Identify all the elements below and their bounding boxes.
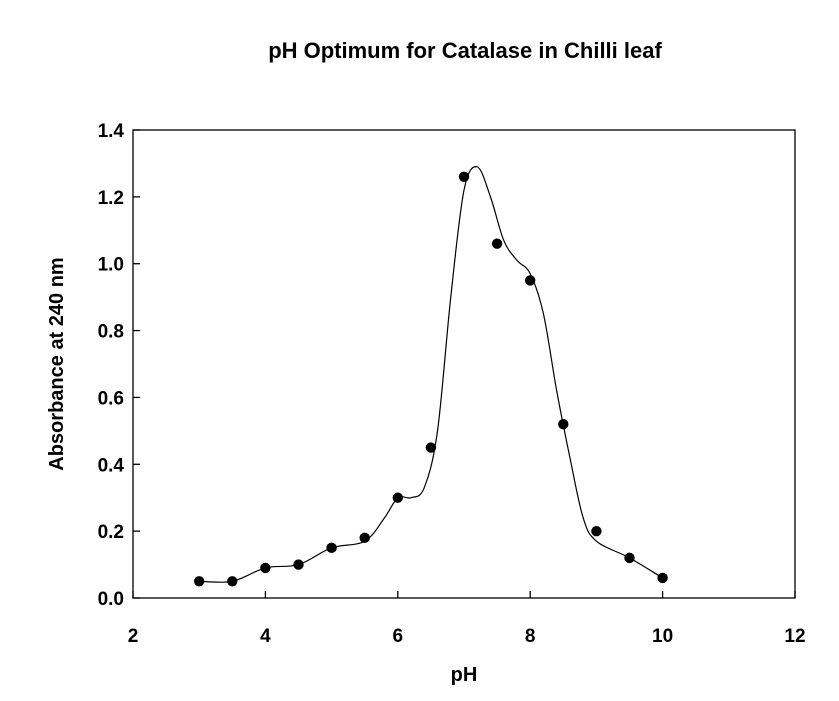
x-tick-label: 2	[128, 626, 139, 647]
chart-title: pH Optimum for Catalase in Chilli leaf	[268, 38, 662, 63]
y-tick-label: 1.2	[98, 188, 124, 209]
plot-area-frame	[132, 129, 796, 599]
data-point	[558, 418, 569, 430]
x-tick-label: 8	[525, 626, 536, 647]
y-tick-label: 1.4	[98, 121, 125, 142]
data-point	[458, 171, 470, 182]
data-point	[293, 559, 304, 570]
data-point	[624, 552, 635, 564]
y-axis-label: Absorbance at 240 nm	[46, 257, 68, 470]
data-point	[491, 238, 503, 249]
y-axis: 0.0 0.2 0.4 0.6 0.8 1.0 1.2 1.4	[98, 121, 140, 610]
y-tick-label: 1.0	[98, 255, 124, 276]
data-point	[260, 562, 271, 574]
data-point	[392, 492, 403, 503]
data-point	[657, 572, 668, 584]
data-point	[591, 525, 602, 537]
data-point	[194, 576, 205, 587]
data-point	[525, 275, 536, 286]
x-tick-label: 6	[393, 626, 404, 647]
data-point	[359, 532, 370, 544]
fitted-curve	[199, 165, 663, 583]
x-axis: 2 4 6 8 10 12	[128, 591, 806, 647]
y-tick-label: 0.8	[98, 322, 124, 343]
y-tick-label: 0.4	[98, 455, 125, 476]
x-tick-label: 4	[260, 626, 271, 647]
data-point	[425, 442, 437, 453]
data-points	[194, 171, 668, 587]
y-tick-label: 0.6	[98, 388, 124, 409]
x-axis-label: pH	[451, 664, 478, 686]
y-tick-label: 0.2	[98, 522, 124, 543]
data-point	[326, 542, 337, 554]
y-tick-label: 0.0	[98, 589, 124, 610]
x-tick-label: 12	[784, 626, 805, 647]
x-tick-label: 10	[652, 626, 673, 647]
data-point	[227, 576, 238, 587]
